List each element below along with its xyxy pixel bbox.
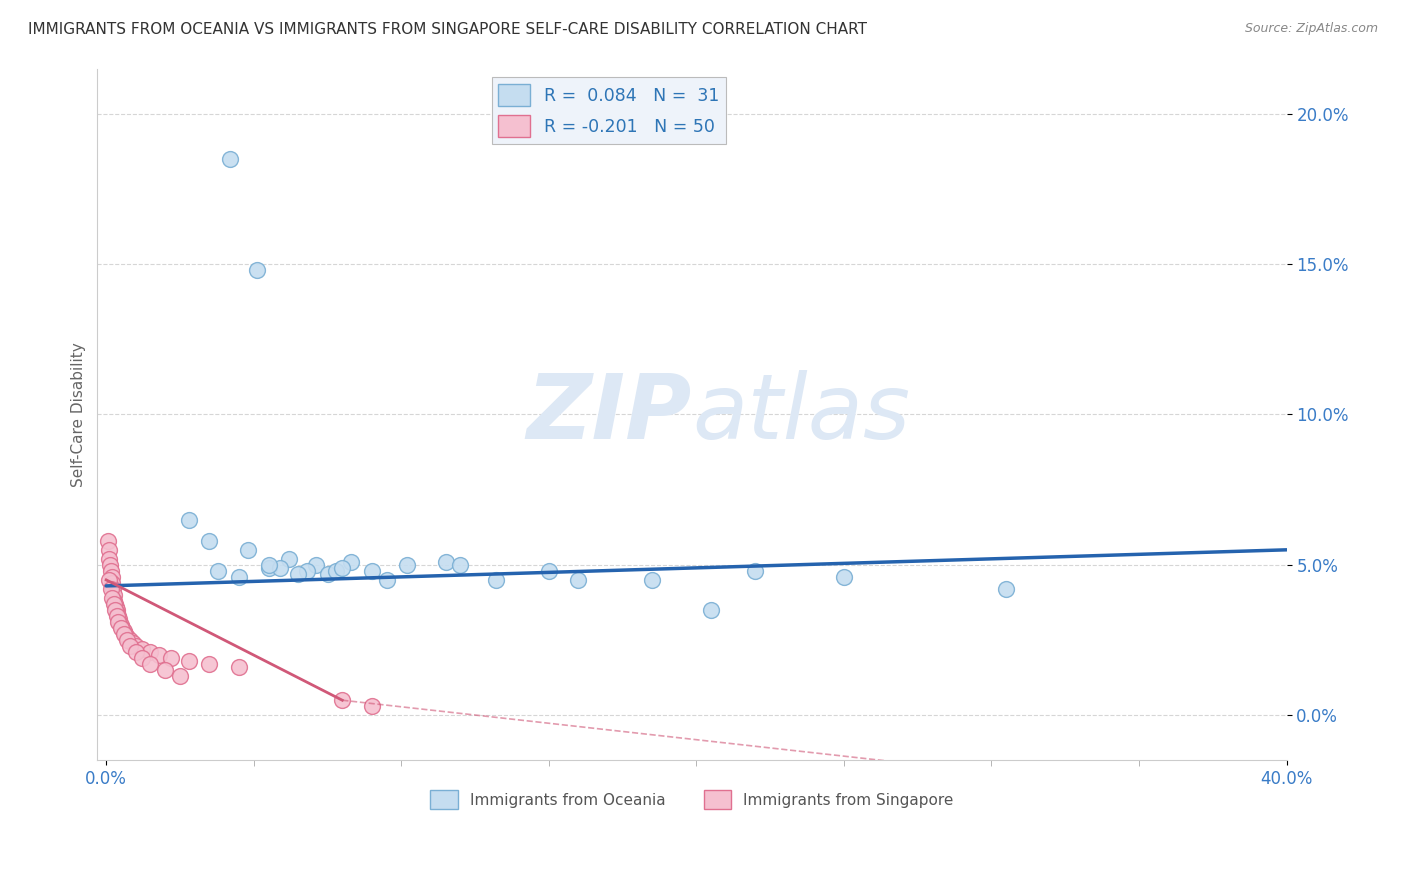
- Point: [101, 591, 124, 605]
- Point: [330, 693, 353, 707]
- Point: [115, 633, 138, 648]
- Point: [105, 609, 128, 624]
- Point: [108, 615, 131, 629]
- Point: [330, 561, 353, 575]
- Point: [325, 564, 347, 578]
- Text: Source: ZipAtlas.com: Source: ZipAtlas.com: [1244, 22, 1378, 36]
- Point: [115, 630, 138, 644]
- Point: [107, 612, 129, 626]
- Point: [100, 570, 122, 584]
- Point: [340, 555, 363, 569]
- Point: [287, 566, 309, 581]
- Point: [105, 603, 128, 617]
- Point: [537, 564, 560, 578]
- Point: [269, 561, 291, 575]
- Point: [641, 573, 664, 587]
- Point: [228, 660, 250, 674]
- Point: [98, 573, 121, 587]
- Point: [101, 582, 124, 596]
- Point: [131, 642, 153, 657]
- Point: [103, 594, 125, 608]
- Point: [97, 542, 120, 557]
- Point: [107, 615, 129, 629]
- Text: ZIP: ZIP: [527, 370, 692, 458]
- Point: [360, 699, 382, 714]
- Point: [257, 558, 280, 572]
- Point: [125, 645, 148, 659]
- Legend: Immigrants from Oceania, Immigrants from Singapore: Immigrants from Oceania, Immigrants from…: [425, 784, 960, 815]
- Point: [177, 513, 200, 527]
- Point: [139, 657, 162, 672]
- Point: [995, 582, 1018, 596]
- Point: [198, 657, 221, 672]
- Point: [219, 152, 242, 166]
- Y-axis label: Self-Care Disability: Self-Care Disability: [72, 342, 86, 487]
- Point: [101, 575, 124, 590]
- Point: [103, 597, 125, 611]
- Point: [169, 669, 191, 683]
- Point: [360, 564, 382, 578]
- Point: [236, 542, 259, 557]
- Point: [246, 263, 269, 277]
- Point: [305, 558, 328, 572]
- Point: [567, 573, 589, 587]
- Point: [396, 558, 419, 572]
- Point: [295, 564, 318, 578]
- Point: [155, 663, 177, 677]
- Point: [148, 648, 170, 662]
- Point: [121, 636, 143, 650]
- Point: [139, 645, 162, 659]
- Point: [278, 552, 301, 566]
- Point: [114, 627, 136, 641]
- Point: [110, 618, 132, 632]
- Point: [100, 582, 122, 596]
- Point: [160, 651, 183, 665]
- Point: [257, 561, 280, 575]
- Point: [125, 639, 148, 653]
- Point: [107, 609, 129, 624]
- Point: [110, 621, 132, 635]
- Point: [118, 633, 141, 648]
- Point: [449, 558, 471, 572]
- Point: [832, 570, 855, 584]
- Point: [434, 555, 457, 569]
- Point: [97, 533, 120, 548]
- Point: [177, 654, 200, 668]
- Point: [111, 621, 134, 635]
- Point: [485, 573, 508, 587]
- Point: [104, 599, 127, 614]
- Point: [207, 564, 229, 578]
- Point: [98, 552, 121, 566]
- Point: [98, 558, 121, 572]
- Point: [198, 533, 221, 548]
- Point: [112, 624, 135, 638]
- Point: [104, 603, 127, 617]
- Point: [112, 627, 135, 641]
- Point: [103, 588, 125, 602]
- Point: [744, 564, 766, 578]
- Point: [131, 651, 153, 665]
- Point: [118, 639, 141, 653]
- Point: [100, 564, 122, 578]
- Point: [107, 606, 129, 620]
- Point: [700, 603, 723, 617]
- Text: IMMIGRANTS FROM OCEANIA VS IMMIGRANTS FROM SINGAPORE SELF-CARE DISABILITY CORREL: IMMIGRANTS FROM OCEANIA VS IMMIGRANTS FR…: [28, 22, 868, 37]
- Text: atlas: atlas: [692, 370, 910, 458]
- Point: [228, 570, 250, 584]
- Point: [316, 566, 339, 581]
- Point: [104, 597, 127, 611]
- Point: [375, 573, 398, 587]
